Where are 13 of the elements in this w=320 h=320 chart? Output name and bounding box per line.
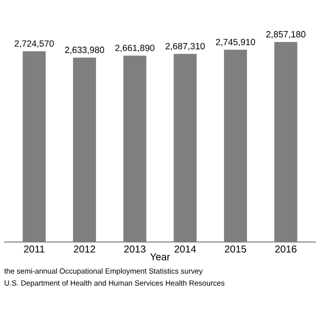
data-label: 2,633,980 (65, 46, 104, 54)
x-tick-label: 2012 (74, 246, 96, 253)
x-tick-label: 2011 (24, 246, 44, 253)
x-axis-title: Year (150, 253, 170, 260)
data-label: 2,661,890 (115, 44, 154, 52)
x-tick-label: 2016 (275, 246, 296, 253)
x-tick-label: 2015 (224, 246, 246, 253)
x-tick-label: 2013 (124, 246, 146, 253)
x-tick-label: 2014 (174, 246, 196, 253)
data-label: 2,724,570 (14, 40, 54, 48)
data-label: 2,857,180 (266, 31, 306, 38)
data-label: 2,745,910 (216, 38, 256, 46)
data-label: 2,687,310 (166, 42, 205, 50)
